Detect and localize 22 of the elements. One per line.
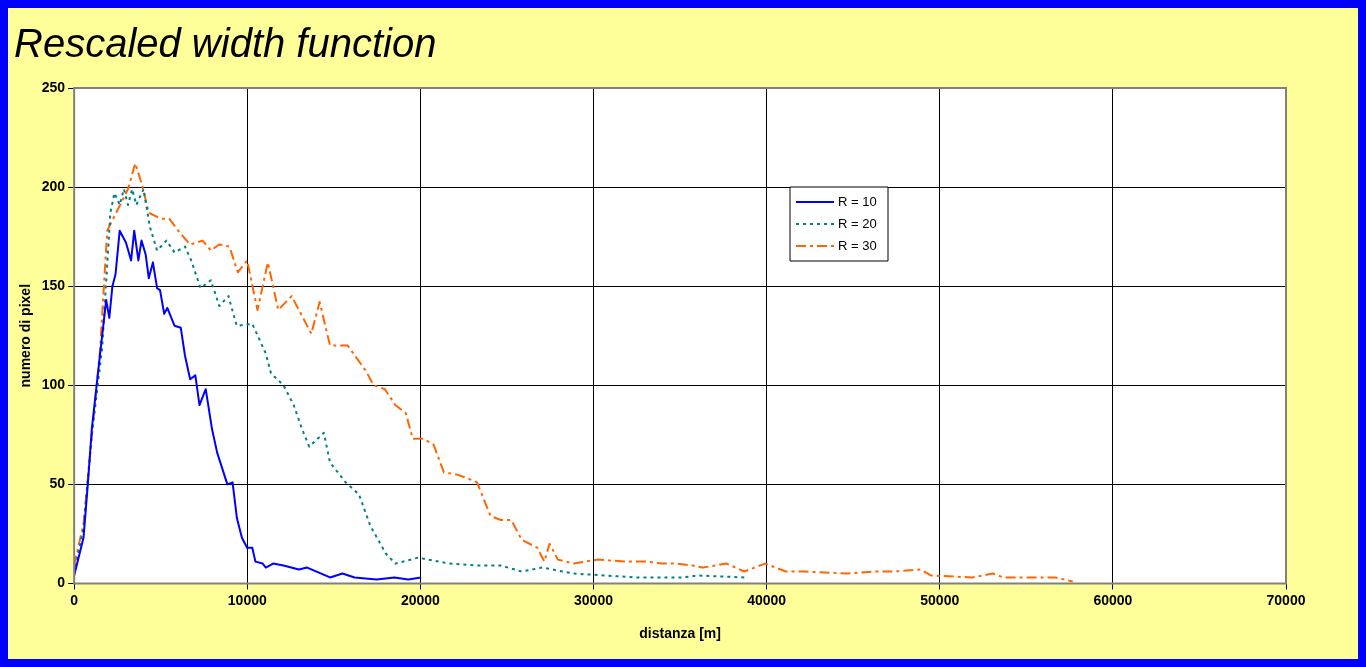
- x-tick-label: 60000: [1093, 591, 1133, 608]
- chart-title: Rescaled width function: [14, 21, 437, 66]
- y-tick-label: 50: [49, 475, 66, 492]
- x-axis-title: distanza [m]: [639, 625, 721, 642]
- y-tick-label: 200: [41, 177, 66, 194]
- x-tick-label: 20000: [400, 591, 441, 608]
- y-tick-label: 250: [41, 78, 66, 95]
- x-tick-label: 30000: [574, 591, 614, 608]
- x-tick-label: 70000: [1266, 591, 1306, 608]
- x-tick-label: 40000: [747, 591, 787, 608]
- legend-label: R = 20: [838, 215, 877, 231]
- line-series: [74, 162, 1074, 583]
- x-tick-label: 50000: [920, 591, 960, 608]
- y-tick-label: 100: [41, 376, 66, 393]
- y-tick-label: 0: [57, 574, 66, 591]
- y-axis-title: numero di pixel: [17, 283, 34, 388]
- x-tick-label: 10000: [227, 591, 267, 608]
- legend-label: R = 10: [838, 193, 877, 209]
- y-tick-label: 150: [41, 277, 66, 294]
- x-tick-label: 0: [70, 591, 79, 608]
- line-series: [74, 188, 746, 579]
- legend-label: R = 30: [838, 237, 877, 253]
